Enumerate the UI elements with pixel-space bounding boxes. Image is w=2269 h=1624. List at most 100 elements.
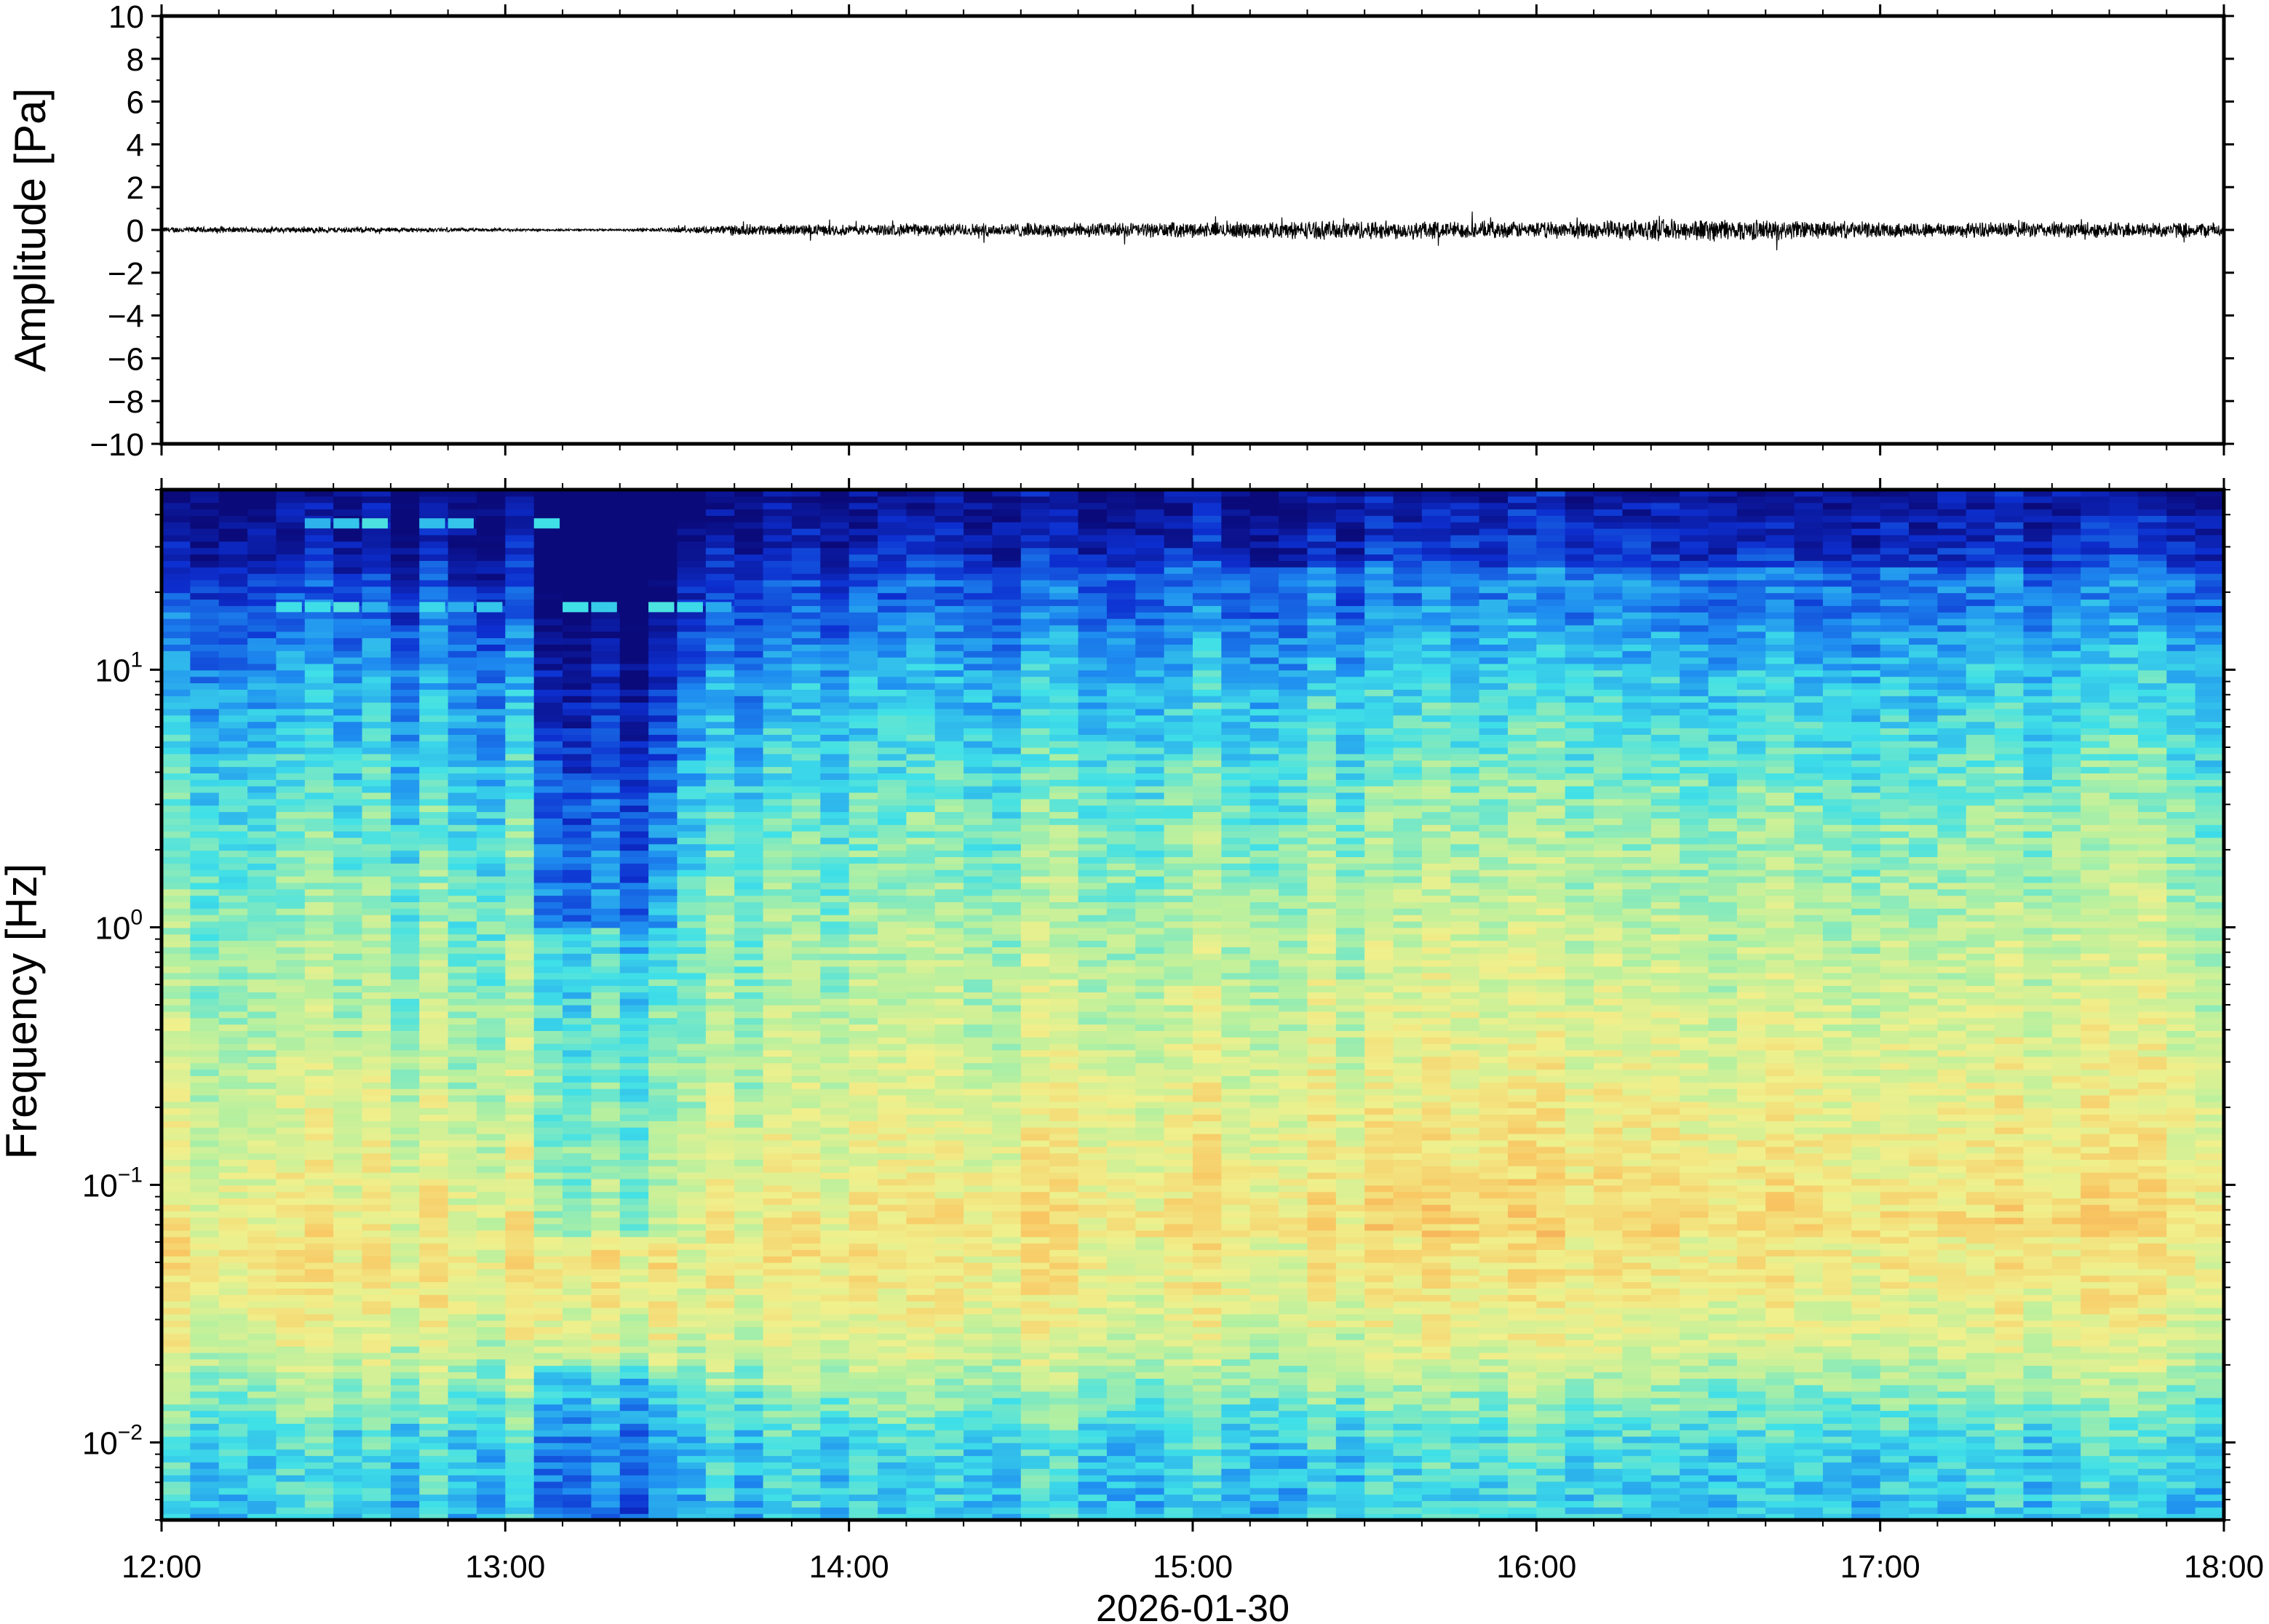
spectrogram-cell (505, 579, 535, 587)
spectrogram-cell (419, 908, 449, 915)
spectrogram-cell (849, 1301, 878, 1308)
spectrogram-cell (763, 1114, 792, 1121)
spectrogram-cell (448, 1107, 477, 1115)
spectrogram-cell (448, 1024, 477, 1031)
spectrogram-cell (591, 1236, 621, 1244)
spectrogram-cell (791, 579, 821, 587)
spectrogram-cell (906, 798, 936, 806)
spectrogram-cell (677, 747, 707, 755)
spectrogram-cell (218, 1056, 248, 1064)
spectrogram-cell (791, 676, 821, 684)
spectrogram-cell (533, 541, 563, 549)
spectrogram-cell (648, 1005, 678, 1012)
spectrogram-cell (992, 1378, 1022, 1385)
spectrogram-cell (333, 1358, 363, 1366)
spectrogram-cell (963, 908, 993, 915)
spectrogram-cell (218, 934, 248, 942)
spectrogram-cell (705, 1378, 735, 1385)
spectrogram-cell (791, 1139, 821, 1147)
spectrogram-cell (849, 1121, 878, 1128)
spectrogram-cell (276, 1513, 306, 1521)
spectrogram-cell (448, 1062, 477, 1070)
spectrogram-cell (992, 676, 1022, 684)
spectrogram-cell (878, 728, 907, 735)
spectrogram-cell (247, 811, 277, 819)
spectrogram-cell (705, 882, 735, 890)
spectrogram-cell (563, 1107, 592, 1115)
spectrogram-cell (333, 1262, 363, 1270)
spectrogram-cell (1020, 1121, 1050, 1128)
spectrogram-cell (705, 1410, 735, 1417)
spectrogram-cell (362, 882, 392, 890)
spectrogram-cell (591, 1313, 621, 1321)
spectrogram-cell (448, 676, 477, 684)
spectrogram-cell (304, 831, 334, 838)
spectrogram-cell (362, 863, 392, 870)
spectrogram-cell (476, 1037, 506, 1044)
spectrogram-cell (362, 534, 392, 542)
spectrogram-cell (591, 1030, 621, 1038)
spectrogram-cell (304, 1487, 334, 1495)
spectrogram-cell (705, 863, 735, 870)
spectrogram-cell (648, 618, 678, 626)
spectrogram-cell (878, 1262, 907, 1270)
spectrogram-cell (448, 1030, 477, 1038)
spectrogram-cell (333, 1397, 363, 1405)
spectrogram-cell (648, 1275, 678, 1283)
spectrogram-cell (162, 869, 191, 877)
spectrogram-cell (878, 1313, 907, 1321)
spectrogram-cell (448, 1340, 477, 1347)
spectrogram-cell (705, 541, 735, 549)
spectrogram-cell (734, 927, 764, 935)
spectrogram-cell (563, 1346, 592, 1353)
spectrogram-cell (763, 1139, 792, 1147)
spectrogram-cell (677, 1449, 707, 1457)
spectrogram-cell (648, 1430, 678, 1437)
spectrogram-cell (619, 689, 649, 696)
spectrogram-cell (619, 1352, 649, 1360)
spectrogram-cell (820, 515, 850, 522)
spectrogram-cell (505, 979, 535, 987)
spectrogram-cell (505, 618, 535, 626)
spectrogram-cell (849, 1243, 878, 1250)
spectrogram-cell (247, 882, 277, 890)
spectrogram-cell (419, 1017, 449, 1025)
spectrogram-cell (619, 554, 649, 561)
spectrogram-cell (619, 657, 649, 664)
spectrogram-cell (763, 1127, 792, 1134)
spectrogram-cell (992, 843, 1022, 851)
spectrogram-cell (963, 837, 993, 845)
spectrogram-cell (218, 708, 248, 716)
spectrogram-cell (963, 1134, 993, 1141)
spectrogram-cell (390, 1204, 420, 1211)
spectrogram-cell (934, 1410, 964, 1417)
spectrogram-cell (677, 495, 707, 503)
spectrogram-cell (533, 1313, 563, 1321)
spectrogram-cell (820, 786, 850, 793)
spectrogram-cell (648, 998, 678, 1006)
spectrogram-cell (705, 953, 735, 960)
spectrogram-cell (162, 824, 191, 832)
spectrogram-cell (190, 1513, 220, 1521)
spectrogram-cell (218, 605, 248, 613)
spectrogram-cell (247, 792, 277, 800)
spectrogram-cell (648, 1121, 678, 1128)
spectrogram-cell (705, 1198, 735, 1205)
spectrogram-cell (963, 1320, 993, 1328)
spectrogram-cell (934, 1487, 964, 1495)
spectrogram-cell (791, 972, 821, 980)
spectrogram-cell (419, 1082, 449, 1089)
spectrogram-cell (390, 934, 420, 942)
spectrogram-cell (476, 773, 506, 780)
spectrogram-cell (390, 592, 420, 600)
spectrogram-cell (619, 1320, 649, 1328)
spectrogram-cell (218, 1288, 248, 1295)
spectrogram-cell (734, 560, 764, 568)
spectrogram-cell (419, 1340, 449, 1347)
spectrogram-cell (992, 792, 1022, 800)
waveform-ytick-label: 10 (108, 0, 144, 35)
spectrogram-cell (677, 541, 707, 549)
spectrogram-cell (505, 592, 535, 600)
spectrogram-cell (162, 882, 191, 890)
spectrogram-cell (591, 1333, 621, 1340)
